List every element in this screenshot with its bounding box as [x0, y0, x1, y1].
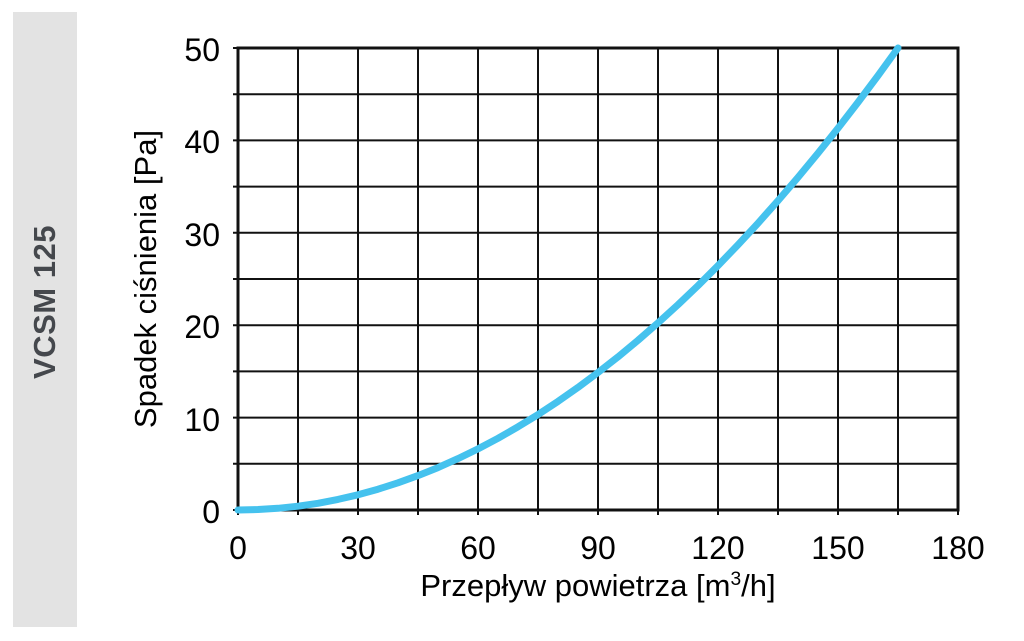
- x-tick-label: 30: [340, 530, 376, 566]
- x-axis-title: Przepływ powietrza [m3/h]: [238, 568, 958, 609]
- series-curve: [234, 44, 902, 514]
- x-tick-label: 120: [691, 530, 745, 566]
- x-tick-label: 150: [811, 530, 865, 566]
- y-tick-label: 30: [184, 216, 220, 253]
- y-tick-label: 40: [184, 124, 220, 161]
- y-tick-label: 0: [202, 494, 220, 530]
- y-tick-label: 10: [184, 401, 220, 438]
- x-axis-title-superscript: 3: [730, 569, 742, 591]
- x-tick-label: 90: [580, 530, 616, 566]
- y-tick-label: 20: [184, 309, 220, 346]
- y-axis-title: Spadek ciśnienia [Pa]: [128, 129, 163, 429]
- x-axis-title-unit: /h]: [741, 568, 776, 603]
- x-tick-label: 180: [931, 530, 985, 566]
- product-label-strip: VCSM 125: [13, 12, 77, 627]
- chart-plot-area: [233, 44, 960, 515]
- y-tick-label: 50: [184, 32, 220, 68]
- x-axis-title-text: Przepływ powietrza [m: [420, 568, 731, 603]
- x-tick-label: 60: [460, 530, 496, 566]
- x-tick-label: 0: [229, 530, 247, 566]
